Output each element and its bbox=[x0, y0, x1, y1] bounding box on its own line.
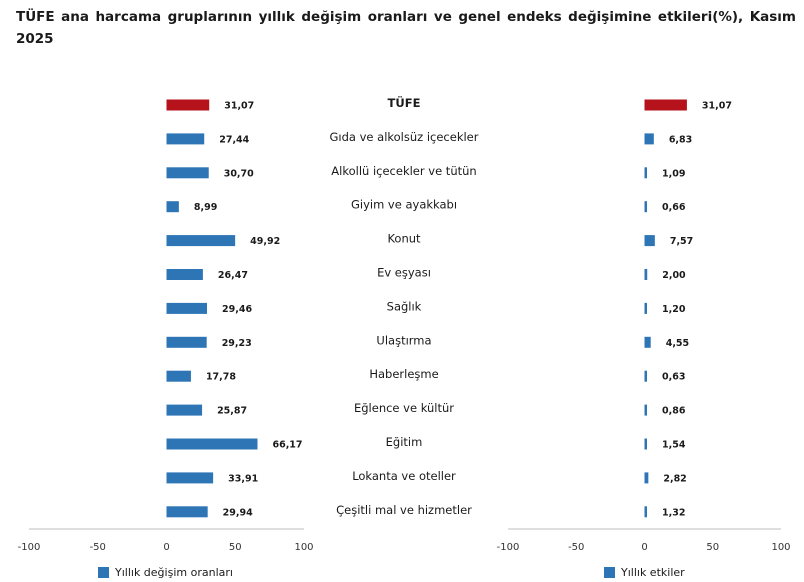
x-tick-label-left: 50 bbox=[229, 542, 242, 553]
x-tick-label-right: -100 bbox=[497, 542, 520, 553]
bar-left bbox=[166, 472, 214, 484]
bar-right bbox=[644, 336, 651, 348]
category-label: Çeşitli mal ve hizmetler bbox=[336, 503, 472, 517]
bar-left bbox=[166, 370, 191, 382]
value-label-right: 1,32 bbox=[662, 507, 685, 518]
bar-left bbox=[166, 167, 209, 179]
x-tick-label-left: 0 bbox=[163, 542, 169, 553]
bar-right bbox=[644, 302, 647, 314]
bar-left bbox=[166, 269, 203, 280]
x-tick-label-left: -100 bbox=[18, 542, 41, 553]
bar-right bbox=[644, 438, 647, 450]
value-label-right: 6,83 bbox=[669, 134, 692, 145]
bar-right bbox=[644, 269, 648, 280]
bar-right bbox=[644, 472, 649, 484]
value-label-left: 33,91 bbox=[228, 473, 258, 484]
category-label: Ulaştırma bbox=[376, 333, 431, 347]
bar-left bbox=[166, 235, 236, 247]
bar-right bbox=[644, 506, 647, 518]
value-label-left: 17,78 bbox=[206, 372, 236, 383]
value-label-right: 31,07 bbox=[702, 101, 732, 112]
value-label-left: 30,70 bbox=[224, 168, 254, 179]
value-label-right: 1,20 bbox=[662, 304, 686, 315]
bar-right bbox=[644, 133, 654, 145]
chart-title: TÜFE ana harcama gruplarının yıllık deği… bbox=[16, 9, 796, 47]
bar-left bbox=[166, 201, 179, 213]
category-label: Lokanta ve oteller bbox=[352, 469, 456, 483]
value-label-right: 0,66 bbox=[662, 202, 686, 213]
value-label-left: 25,87 bbox=[217, 406, 247, 417]
category-label: Eğitim bbox=[386, 435, 423, 449]
bar-right bbox=[644, 201, 647, 213]
bar-right bbox=[644, 99, 687, 111]
value-label-left: 29,23 bbox=[222, 338, 252, 349]
bar-right bbox=[644, 404, 647, 416]
category-label: Giyim ve ayakkabı bbox=[351, 198, 457, 212]
category-label: TÜFE bbox=[388, 95, 421, 110]
x-tick-label-left: 100 bbox=[294, 542, 313, 553]
value-label-right: 4,55 bbox=[666, 338, 689, 349]
x-tick-label-right: 0 bbox=[641, 542, 647, 553]
legend-left: Yıllık değişim oranları bbox=[98, 566, 233, 579]
value-label-left: 31,07 bbox=[224, 101, 254, 112]
legend-right-label: Yıllık etkiler bbox=[621, 566, 685, 579]
value-label-left: 8,99 bbox=[194, 202, 217, 213]
bar-left bbox=[166, 133, 205, 145]
value-label-right: 0,63 bbox=[662, 372, 685, 383]
value-label-left: 29,94 bbox=[223, 507, 253, 518]
value-label-right: 2,00 bbox=[662, 270, 686, 281]
value-label-left: 49,92 bbox=[250, 236, 280, 247]
value-label-left: 26,47 bbox=[218, 270, 248, 281]
value-label-left: 27,44 bbox=[219, 134, 249, 145]
x-tick-label-right: 50 bbox=[706, 542, 719, 553]
value-label-right: 1,09 bbox=[662, 168, 685, 179]
bar-left bbox=[166, 336, 207, 348]
x-tick-label-left: -50 bbox=[90, 542, 106, 553]
category-label: Sağlık bbox=[387, 299, 422, 313]
x-tick-label-right: -50 bbox=[568, 542, 584, 553]
legend-right-swatch bbox=[604, 567, 615, 578]
value-label-right: 0,86 bbox=[662, 406, 686, 417]
legend-left-swatch bbox=[98, 567, 109, 578]
category-label: Haberleşme bbox=[369, 367, 438, 381]
value-label-right: 1,54 bbox=[662, 440, 686, 451]
value-label-left: 29,46 bbox=[222, 304, 252, 315]
bar-left bbox=[166, 506, 208, 518]
bar-left bbox=[166, 438, 258, 450]
value-label-left: 66,17 bbox=[272, 440, 302, 451]
value-label-right: 2,82 bbox=[663, 473, 686, 484]
bar-left bbox=[166, 99, 210, 111]
bar-left bbox=[166, 404, 203, 416]
bar-left bbox=[166, 302, 208, 314]
category-label: Eğlence ve kültür bbox=[354, 401, 454, 415]
category-label: Alkollü içecekler ve tütün bbox=[331, 164, 476, 178]
value-label-right: 7,57 bbox=[670, 236, 693, 247]
category-label: Konut bbox=[387, 232, 421, 246]
category-label: Gıda ve alkolsüz içecekler bbox=[330, 130, 479, 144]
legend-left-label: Yıllık değişim oranları bbox=[115, 566, 233, 579]
category-label: Ev eşyası bbox=[377, 266, 431, 280]
bar-right bbox=[644, 370, 647, 382]
bar-right bbox=[644, 235, 655, 247]
legend-right: Yıllık etkiler bbox=[604, 566, 685, 579]
x-tick-label-right: 100 bbox=[771, 542, 790, 553]
bar-right bbox=[644, 167, 647, 179]
